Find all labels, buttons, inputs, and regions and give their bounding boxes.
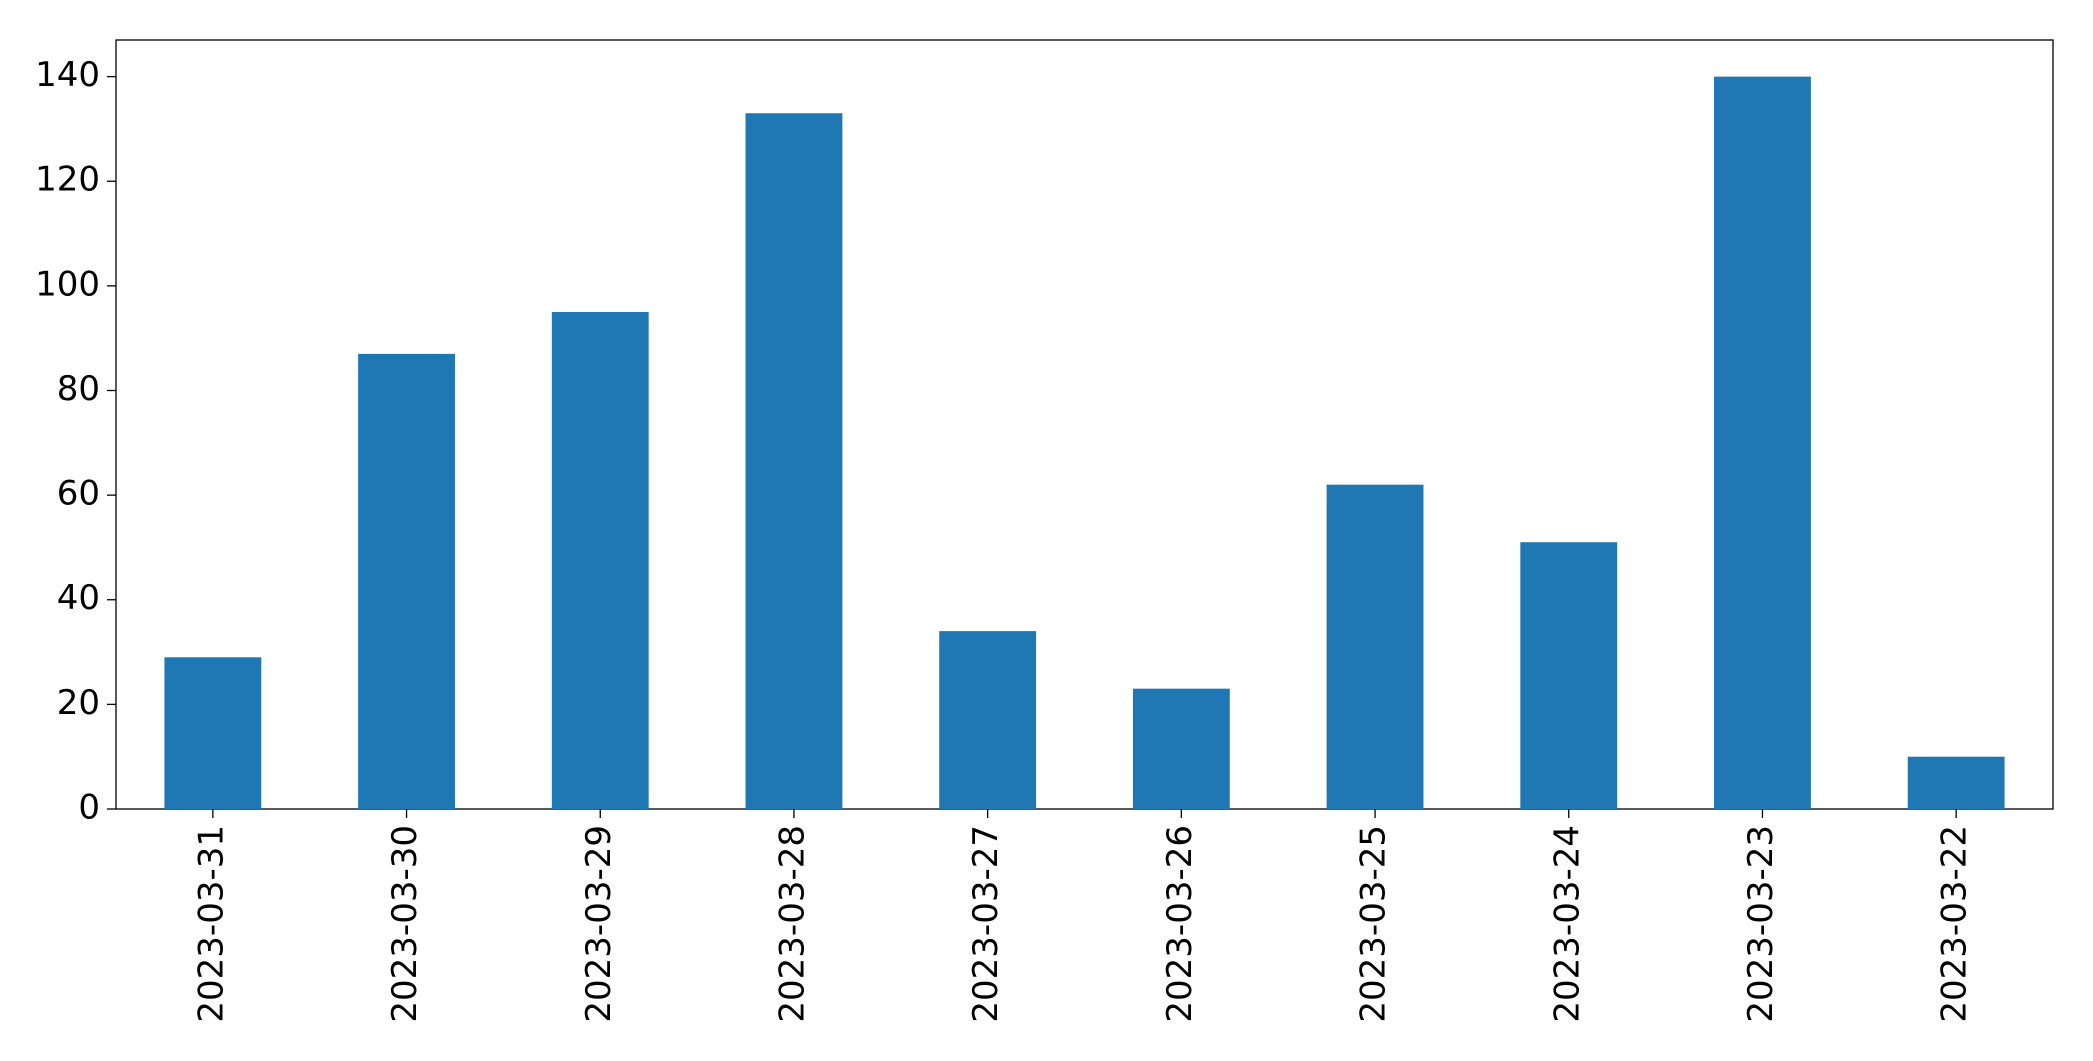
x-tick-label: 2023-03-28 — [772, 825, 812, 1023]
x-tick-label: 2023-03-25 — [1354, 825, 1394, 1023]
bar — [1132, 688, 1230, 809]
bar — [358, 353, 455, 809]
y-tick-label: 140 — [35, 55, 100, 95]
y-tick-label: 60 — [57, 474, 100, 514]
x-tick-label: 2023-03-23 — [1741, 825, 1781, 1023]
bar — [939, 631, 1037, 809]
x-tick-label: 2023-03-29 — [579, 825, 619, 1023]
bar — [1907, 756, 2005, 809]
x-tick-label: 2023-03-24 — [1547, 825, 1587, 1023]
bar — [1714, 76, 1811, 810]
bar — [745, 113, 843, 809]
y-tick-label: 100 — [35, 264, 100, 304]
x-tick-label: 2023-03-27 — [966, 825, 1006, 1023]
y-tick-label: 40 — [57, 578, 100, 618]
bar — [1520, 542, 1618, 809]
y-tick-label: 20 — [57, 683, 100, 723]
y-tick-label: 0 — [78, 788, 100, 828]
y-tick-label: 80 — [57, 369, 100, 409]
bar — [551, 312, 649, 809]
x-tick-label: 2023-03-31 — [191, 825, 231, 1023]
bar — [1326, 484, 1424, 809]
y-tick-label: 120 — [35, 160, 100, 200]
x-tick-label: 2023-03-22 — [1935, 825, 1975, 1023]
plot-frame — [115, 39, 2054, 810]
x-tick-label: 2023-03-30 — [385, 825, 425, 1023]
bar — [164, 657, 262, 809]
x-tick-label: 2023-03-26 — [1160, 825, 1200, 1023]
